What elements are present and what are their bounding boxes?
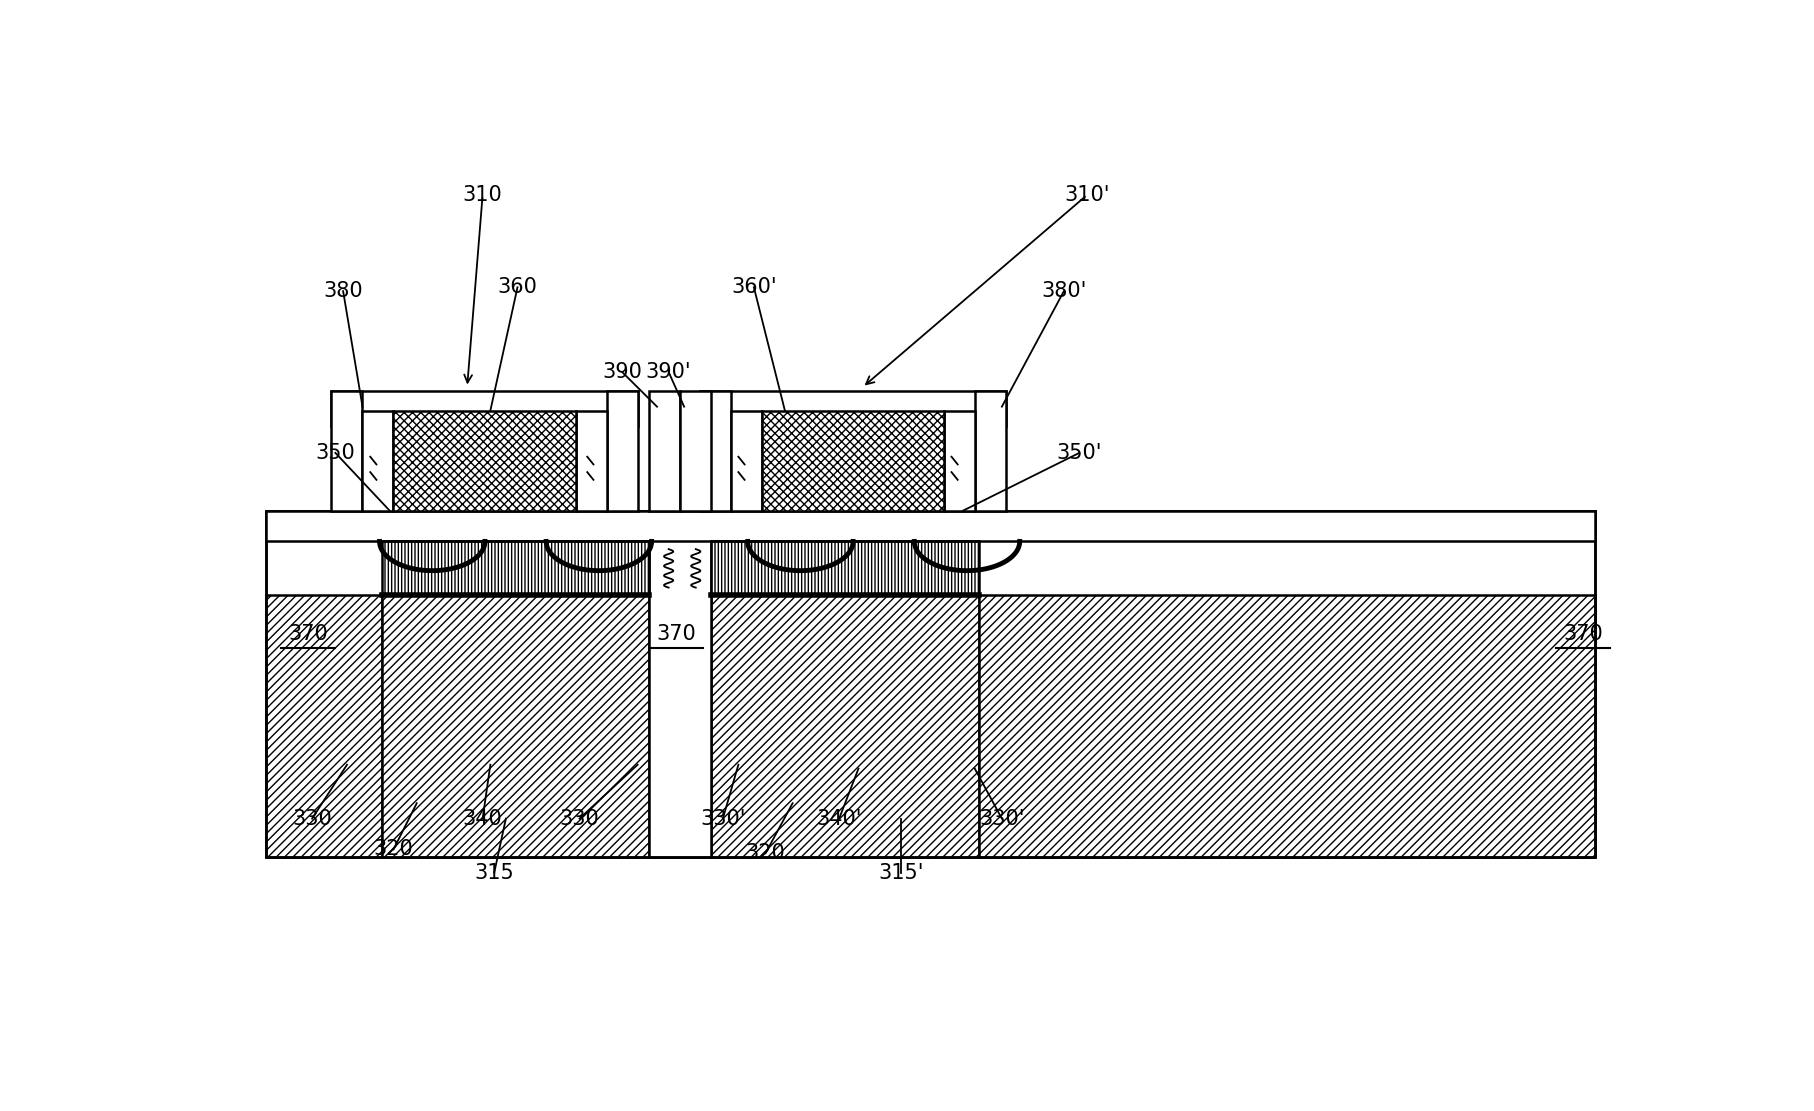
Bar <box>680 391 711 511</box>
Text: 370: 370 <box>657 623 697 643</box>
Text: 310: 310 <box>463 184 502 204</box>
Bar <box>943 411 974 511</box>
Text: 340': 340' <box>816 809 862 829</box>
Text: 370: 370 <box>1562 623 1602 643</box>
Bar <box>265 595 381 857</box>
Bar <box>978 595 1595 857</box>
Bar <box>649 391 680 511</box>
Text: 310': 310' <box>1063 184 1110 204</box>
Bar <box>265 511 1595 541</box>
Bar <box>381 541 649 595</box>
Text: 390: 390 <box>602 362 642 382</box>
Text: 360: 360 <box>497 278 537 298</box>
Bar <box>698 391 1005 426</box>
Bar <box>711 595 978 857</box>
Text: 370: 370 <box>288 623 328 643</box>
Text: 340: 340 <box>463 809 502 829</box>
Bar <box>265 511 1595 857</box>
Bar <box>265 511 1595 857</box>
Text: 330': 330' <box>700 809 746 829</box>
Bar <box>762 411 943 511</box>
Text: 390': 390' <box>646 362 691 382</box>
Text: 315': 315' <box>878 862 923 882</box>
Bar <box>974 391 1005 511</box>
Text: 330: 330 <box>559 809 599 829</box>
Bar <box>649 511 711 857</box>
Text: 380': 380' <box>1041 281 1087 301</box>
Text: 330: 330 <box>292 809 332 829</box>
Bar <box>711 541 978 595</box>
Text: 330': 330' <box>978 809 1025 829</box>
Bar <box>698 391 731 511</box>
Bar <box>363 411 394 511</box>
Bar <box>606 391 637 511</box>
Bar <box>731 411 762 511</box>
Text: 315: 315 <box>473 862 513 882</box>
Bar <box>394 411 575 511</box>
Text: 320: 320 <box>746 843 785 863</box>
Text: 320: 320 <box>374 840 414 860</box>
Bar <box>332 391 637 426</box>
Text: 350: 350 <box>316 443 356 463</box>
Bar <box>381 595 649 857</box>
Bar <box>332 391 363 511</box>
Text: 380: 380 <box>323 281 363 301</box>
Text: 360': 360' <box>731 278 776 298</box>
Text: 350': 350' <box>1056 443 1101 463</box>
Bar <box>575 411 606 511</box>
